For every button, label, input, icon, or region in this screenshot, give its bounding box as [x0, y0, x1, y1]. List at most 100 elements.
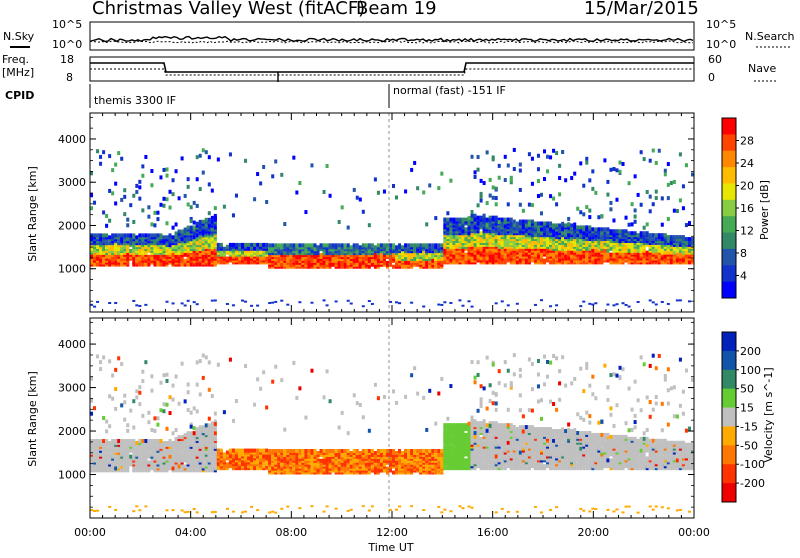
data-cell	[259, 449, 262, 453]
data-cell	[114, 243, 117, 247]
data-cell	[504, 178, 507, 182]
freq-tick-top: 18	[60, 53, 74, 66]
data-cell	[428, 243, 431, 247]
data-cell	[483, 235, 486, 239]
data-cell	[643, 226, 646, 230]
colorbar-tick-label: 24	[740, 157, 754, 170]
data-cell	[477, 155, 480, 159]
data-cell	[205, 150, 208, 154]
data-cell	[368, 300, 371, 302]
data-cell	[147, 420, 150, 424]
data-cell	[676, 253, 679, 257]
data-cell	[99, 367, 102, 371]
data-cell	[350, 451, 353, 455]
data-cell	[679, 198, 682, 202]
data-cell	[483, 249, 486, 253]
data-cell	[528, 203, 531, 207]
data-cell	[123, 233, 126, 237]
data-cell	[138, 180, 141, 184]
data-cell	[537, 179, 540, 183]
data-cell	[199, 220, 202, 224]
data-cell	[123, 195, 126, 199]
data-cell	[247, 449, 250, 453]
data-cell	[108, 241, 111, 245]
data-cell	[395, 245, 398, 249]
data-cell	[377, 449, 380, 453]
data-cell	[156, 233, 159, 237]
colorbar-swatch	[722, 265, 736, 282]
data-cell	[561, 150, 564, 154]
data-cell	[395, 301, 398, 303]
data-cell	[169, 439, 172, 443]
ytick-label: 3000	[58, 176, 86, 189]
data-cell	[371, 505, 374, 507]
data-cell	[344, 243, 347, 247]
data-cell	[380, 243, 383, 247]
data-cell	[549, 305, 552, 307]
data-cell	[525, 245, 528, 249]
data-cell	[543, 177, 546, 181]
data-cell	[546, 221, 549, 225]
data-cell	[184, 194, 187, 198]
data-cell	[338, 249, 341, 253]
data-cell	[102, 439, 105, 443]
data-cell	[181, 263, 184, 267]
data-cell	[622, 302, 625, 304]
data-cell	[271, 174, 274, 178]
data-cell	[673, 251, 676, 255]
data-cell	[114, 509, 117, 511]
data-cell	[190, 431, 193, 435]
data-cell	[208, 182, 211, 186]
data-cell	[498, 220, 501, 224]
data-cell	[223, 253, 226, 257]
data-cell	[634, 208, 637, 212]
data-cell	[93, 306, 96, 308]
data-cell	[525, 224, 528, 228]
data-cell	[159, 175, 162, 179]
data-cell	[464, 253, 467, 257]
data-cell	[368, 471, 371, 475]
data-cell	[162, 402, 165, 406]
data-cell	[561, 245, 564, 249]
data-cell	[655, 233, 658, 237]
data-cell	[477, 216, 480, 220]
data-cell	[443, 301, 446, 303]
data-cell	[649, 233, 652, 237]
data-cell	[114, 233, 117, 237]
data-cell	[579, 161, 582, 165]
data-cell	[169, 455, 172, 459]
data-cell	[111, 397, 114, 401]
data-cell	[564, 229, 567, 233]
data-cell	[184, 511, 187, 513]
data-cell	[540, 193, 543, 197]
data-cell	[350, 303, 353, 305]
nsearch-tick-bottom: 10^0	[706, 38, 736, 51]
data-cell	[443, 218, 446, 222]
data-cell	[96, 301, 99, 303]
data-cell	[244, 511, 247, 513]
data-cell	[147, 255, 150, 259]
data-cell	[570, 176, 573, 180]
data-cell	[265, 449, 268, 453]
data-cell	[208, 423, 211, 427]
data-cell	[558, 164, 561, 168]
data-cell	[374, 383, 377, 387]
data-cell	[329, 243, 332, 247]
data-cell	[582, 225, 585, 229]
data-cell	[537, 221, 540, 225]
data-cell	[537, 194, 540, 198]
data-cell	[193, 508, 196, 510]
data-cell	[202, 259, 205, 263]
data-cell	[256, 247, 259, 251]
data-cell	[341, 457, 344, 461]
data-cell	[114, 387, 117, 391]
data-cell	[150, 389, 153, 393]
data-cell	[344, 449, 347, 453]
data-cell	[211, 220, 214, 224]
data-cell	[353, 393, 356, 397]
data-cell	[676, 235, 679, 239]
data-cell	[147, 411, 150, 415]
data-cell	[93, 439, 96, 443]
